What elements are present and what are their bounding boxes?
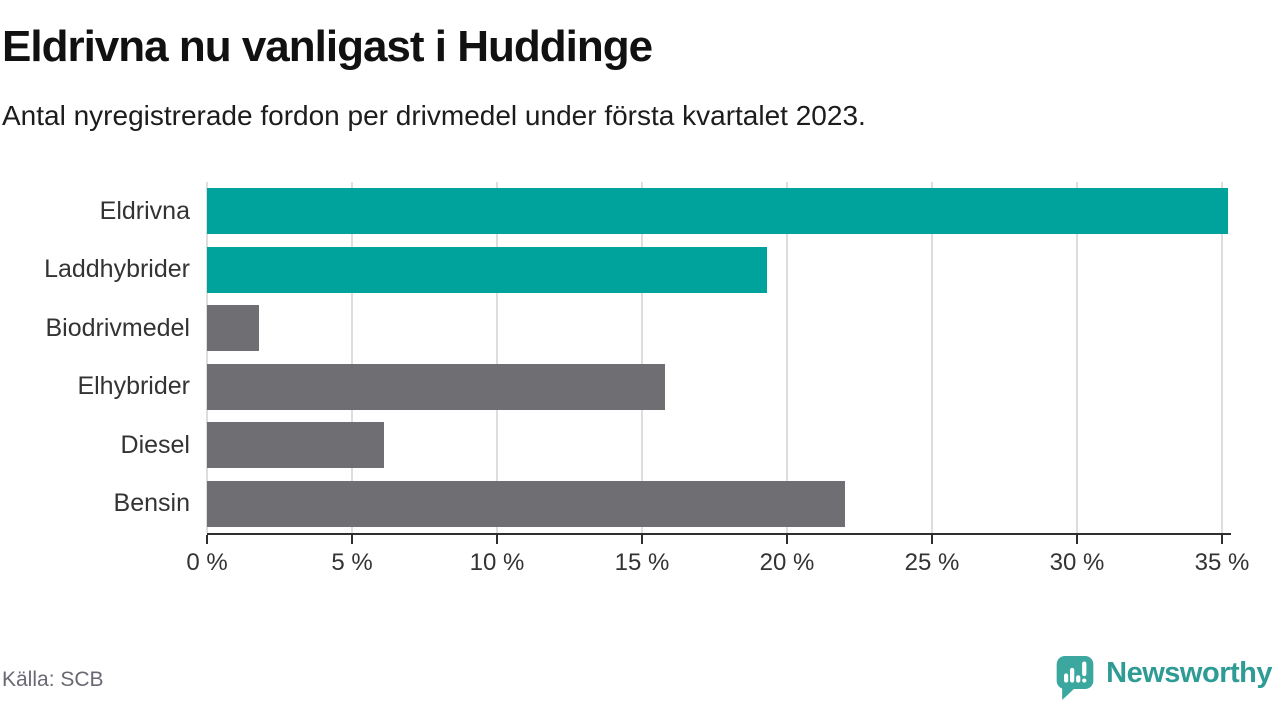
tick-label: 15 %	[614, 549, 670, 576]
tick-label: 25 %	[904, 549, 960, 576]
bar	[207, 480, 845, 527]
tick-mark	[1221, 535, 1223, 544]
grid-line	[496, 182, 498, 533]
tick-mark	[496, 535, 498, 544]
grid-line	[206, 182, 208, 533]
newsworthy-wordmark: Newsworthy	[1106, 656, 1272, 689]
tick-label: 5 %	[331, 549, 373, 576]
tick-mark	[931, 535, 933, 544]
bar	[207, 305, 260, 352]
grid-line	[931, 182, 933, 533]
tick-mark	[786, 535, 788, 544]
grid-line	[1076, 182, 1078, 533]
grid-line	[351, 182, 353, 533]
newsworthy-speech-bubble-chart-icon	[1053, 654, 1097, 702]
page-subtitle: Antal nyregistrerade fordon per drivmede…	[2, 100, 866, 131]
newsworthy-logo: Newsworthy	[1053, 652, 1272, 704]
category-label: Diesel	[120, 430, 190, 459]
tick-label: 0 %	[186, 549, 228, 576]
plot-area	[206, 182, 1231, 535]
tick-label: 35 %	[1194, 549, 1250, 576]
bar	[207, 188, 1228, 235]
tick-mark	[641, 535, 643, 544]
tick-mark	[351, 535, 353, 544]
page-title: Eldrivna nu vanligast i Huddinge	[2, 22, 653, 71]
tick-label: 20 %	[759, 549, 815, 576]
tick-label: 30 %	[1049, 549, 1105, 576]
category-label: Biodrivmedel	[45, 313, 190, 342]
x-axis: 0 % 5 % 10 % 15 % 20 % 25 % 30 % 35 %	[186, 535, 1249, 595]
grid-line	[786, 182, 788, 533]
grid-line	[1221, 182, 1223, 533]
category-label: Bensin	[113, 489, 190, 518]
tick-mark	[206, 535, 208, 544]
bar	[207, 363, 666, 410]
bar	[207, 422, 384, 469]
bar	[207, 246, 767, 293]
grid-line	[641, 182, 643, 533]
y-axis-labels: Eldrivna Laddhybrider Biodrivmedel Elhybrid…	[0, 182, 190, 533]
category-label: Laddhybrider	[44, 255, 190, 284]
source-note: Källa: SCB	[2, 668, 104, 691]
tick-mark	[1076, 535, 1078, 544]
tick-label: 10 %	[469, 549, 525, 576]
category-label: Eldrivna	[99, 196, 190, 225]
category-label: Elhybrider	[77, 372, 190, 401]
